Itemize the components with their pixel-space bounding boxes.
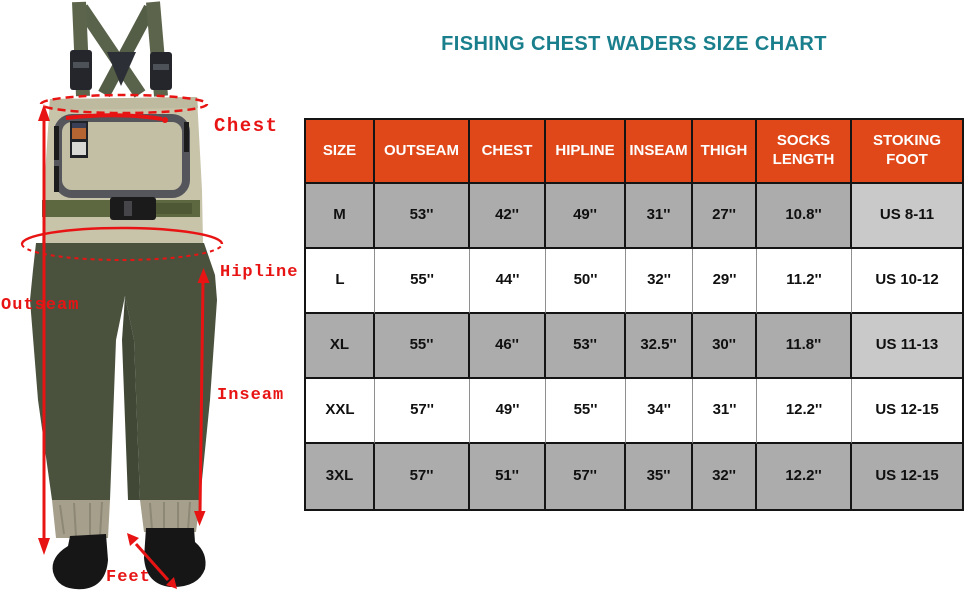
table-cell: 57'' [375, 379, 470, 444]
table-cell: 53'' [546, 314, 626, 379]
page-title: FISHING CHEST WADERS SIZE CHART [441, 33, 827, 55]
table-cell: 55'' [546, 379, 626, 444]
suspender-straps [70, 1, 172, 98]
inseam-arrow [194, 268, 210, 526]
table-cell: 49'' [470, 379, 546, 444]
table-cell: 10.8'' [757, 184, 852, 249]
chest-piece [42, 97, 203, 243]
table-cell: 32.5'' [626, 314, 693, 379]
stocking-feet [52, 528, 206, 590]
table-cell: 44'' [470, 249, 546, 314]
table-cell: 11.2'' [757, 249, 852, 314]
table-cell: 46'' [470, 314, 546, 379]
table-cell: XL [306, 314, 375, 379]
table-cell: US 8-11 [852, 184, 962, 249]
ankle-cuffs [52, 500, 200, 538]
column-header-stoking-foot: STOKING FOOT [852, 120, 962, 184]
table-cell: 50'' [546, 249, 626, 314]
table-cell: 27'' [693, 184, 757, 249]
feet-label: Feet [106, 568, 151, 587]
table-cell: 3XL [306, 444, 375, 509]
pocket-zipper [65, 113, 163, 121]
hip-girth-ellipse-top [20, 226, 224, 245]
table-cell: 31'' [693, 379, 757, 444]
table-cell: M [306, 184, 375, 249]
column-header-hipline: HIPLINE [546, 120, 626, 184]
column-header-socks-length: SOCKS LENGTH [757, 120, 852, 184]
table-cell: 30'' [693, 314, 757, 379]
table-cell: 32'' [626, 249, 693, 314]
table-cell: 31'' [626, 184, 693, 249]
table-cell: 42'' [470, 184, 546, 249]
table-cell: XXL [306, 379, 375, 444]
table-cell: 32'' [693, 444, 757, 509]
leg-shadow [122, 296, 140, 500]
table-cell: US 10-12 [852, 249, 962, 314]
table-cell: 53'' [375, 184, 470, 249]
table-cell: 35'' [626, 444, 693, 509]
table-cell: 12.2'' [757, 379, 852, 444]
column-header-thigh: THIGH [693, 120, 757, 184]
column-header-inseam: INSEAM [626, 120, 693, 184]
table-cell: 55'' [375, 249, 470, 314]
feet-arrow [127, 533, 177, 589]
hang-tag [70, 121, 88, 158]
table-cell: 57'' [375, 444, 470, 509]
column-header-outseam: OUTSEAM [375, 120, 470, 184]
table-cell: 29'' [693, 249, 757, 314]
hipline-label: Hipline [220, 263, 298, 282]
outseam-label: Outseam [1, 296, 79, 315]
outseam-arrow [38, 104, 50, 555]
chest-girth-ellipse [39, 93, 209, 115]
table-cell: US 11-13 [852, 314, 962, 379]
wader-legs [30, 243, 217, 500]
strap-buckle-left [70, 50, 92, 90]
table-cell: 11.8'' [757, 314, 852, 379]
table-cell: 51'' [470, 444, 546, 509]
size-chart-table: SIZE OUTSEAM CHEST HIPLINE INSEAM THIGH … [304, 118, 964, 511]
table-cell: 49'' [546, 184, 626, 249]
measurement-annotations: Chest Hipline Outseam Inseam Feet [1, 93, 298, 589]
inseam-label: Inseam [217, 386, 284, 405]
hip-girth-ellipse-bottom [21, 243, 223, 261]
table-cell: 34'' [626, 379, 693, 444]
strap-junction-patch [107, 52, 136, 86]
zipper-pull [162, 117, 168, 123]
table-cell: US 12-15 [852, 379, 962, 444]
waist-belt [42, 197, 200, 220]
table-cell: 57'' [546, 444, 626, 509]
column-header-size: SIZE [306, 120, 375, 184]
chest-label: Chest [214, 115, 279, 137]
strap-buckle-right [150, 52, 172, 90]
table-cell: 55'' [375, 314, 470, 379]
table-cell: US 12-15 [852, 444, 962, 509]
table-cell: 12.2'' [757, 444, 852, 509]
belt-buckle [110, 197, 156, 220]
waders-illustration: Chest Hipline Outseam Inseam Feet [1, 1, 298, 590]
column-header-chest: CHEST [470, 120, 546, 184]
table-cell: L [306, 249, 375, 314]
